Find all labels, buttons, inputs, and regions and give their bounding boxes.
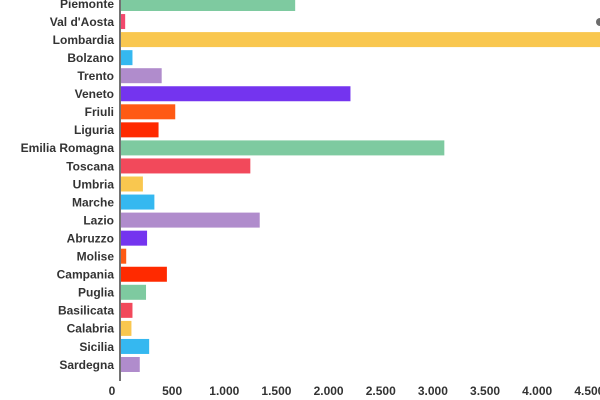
category-labels: Piemonte Val d'Aosta Lombardia Bolzano Trent… (21, 0, 115, 372)
bar-trento (121, 68, 162, 84)
x-tick-label: 2.500 (366, 384, 396, 398)
category-label: Sardegna (59, 358, 114, 372)
x-tick-label: 3.000 (418, 384, 448, 398)
category-label: Marche (72, 195, 114, 209)
category-label: Lazio (83, 213, 114, 227)
x-tick-label: 4.500 (574, 384, 600, 398)
bar-campania (121, 266, 167, 282)
bar-liguria (121, 122, 159, 138)
category-label: Basilicata (58, 304, 114, 318)
category-label: Bolzano (67, 51, 114, 65)
bar-abruzzo (121, 230, 148, 246)
clipped-edge-marker (596, 18, 600, 26)
bar-sicilia (121, 338, 150, 354)
category-label: Molise (77, 250, 115, 264)
category-label: Lombardia (53, 33, 115, 47)
bar-puglia (121, 284, 147, 300)
x-tick-label: 1.000 (209, 384, 239, 398)
bar-basilicata (121, 302, 133, 318)
category-label: Toscana (66, 159, 114, 173)
category-label: Liguria (74, 123, 114, 137)
category-label: Friuli (85, 105, 114, 119)
bar-molise (121, 248, 127, 264)
bar-veneto (121, 86, 351, 102)
bar-lombardia (121, 32, 600, 48)
bar-bolzano (121, 50, 133, 66)
category-label: Puglia (78, 286, 114, 300)
bar-marche (121, 194, 155, 210)
category-label: Emilia Romagna (21, 141, 115, 155)
bar-piemonte (121, 0, 296, 11)
bar-friuli (121, 104, 176, 120)
bar-toscana (121, 158, 251, 174)
category-label: Calabria (67, 322, 115, 336)
x-tick-label: 0 (109, 384, 116, 398)
bar-umbria (121, 176, 143, 192)
bar-emilia-romagna (121, 140, 445, 156)
x-tick-label: 2.000 (314, 384, 344, 398)
bar-sardegna (121, 357, 140, 372)
x-tick-label: 500 (162, 384, 182, 398)
category-label: Campania (57, 268, 115, 282)
category-label: Veneto (75, 87, 114, 101)
bar-lazio (121, 212, 260, 228)
bar-val-d-aosta (121, 14, 126, 30)
category-label: Trento (77, 69, 114, 83)
bars-group (121, 0, 600, 372)
category-label: Piemonte (60, 0, 114, 11)
x-tick-label: 1.500 (261, 384, 291, 398)
x-tick-label: 4.000 (522, 384, 552, 398)
bar-calabria (121, 320, 132, 336)
x-tick-labels: 0 500 1.000 1.500 2.000 2.500 3.000 3.500 4.000 4… (109, 384, 600, 398)
category-label: Umbria (73, 177, 115, 191)
x-tick-label: 3.500 (470, 384, 500, 398)
category-label: Abruzzo (67, 231, 114, 245)
category-label: Val d'Aosta (50, 15, 115, 29)
category-label: Sicilia (79, 340, 114, 354)
